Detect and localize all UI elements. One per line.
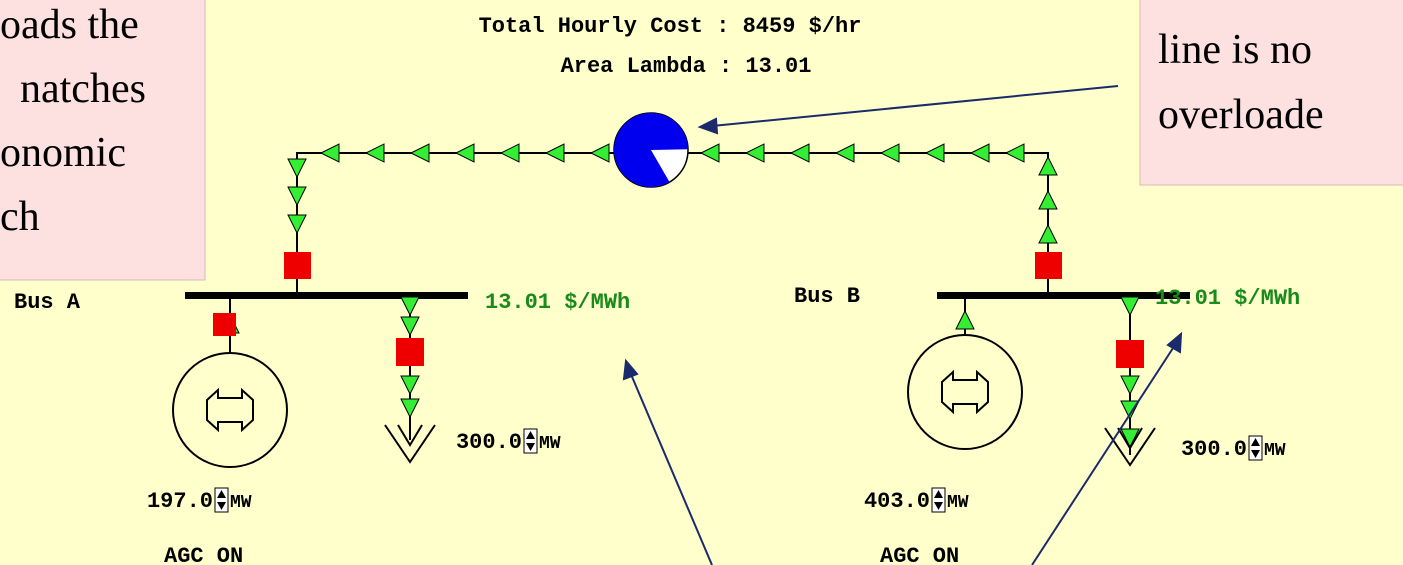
spin-up (217, 490, 226, 498)
callout-text: line is no (1158, 27, 1312, 73)
breaker (396, 338, 424, 366)
callout-text: oads the (0, 2, 139, 48)
flow-arrow (319, 143, 340, 163)
flow-arrow (287, 214, 307, 235)
flow-arrow (1120, 428, 1140, 449)
callout-text: onomic (0, 130, 126, 176)
bus-bar (937, 292, 1190, 299)
bus-label: Bus B (794, 284, 860, 309)
flow-arrow (400, 375, 420, 396)
annotation-arrow (711, 85, 1119, 127)
mw-unit: MW (1264, 441, 1286, 461)
mw-unit: MW (947, 493, 969, 513)
flow-arrow (400, 296, 420, 317)
spin-down (217, 502, 226, 510)
bus-price: 13.01 $/MWh (485, 290, 630, 315)
flow-arrow (879, 143, 900, 163)
flow-arrow (1038, 155, 1058, 176)
spin-up (934, 490, 943, 498)
breaker (284, 252, 311, 279)
flow-arrow (699, 143, 720, 163)
flow-arrow (744, 143, 765, 163)
arrowhead (697, 117, 719, 135)
breaker (1035, 252, 1062, 279)
flow-arrow (924, 143, 945, 163)
flow-arrow (789, 143, 810, 163)
mw-value: 300.0 (456, 430, 522, 455)
bus-label: Bus A (14, 290, 81, 315)
load-symbol (397, 424, 423, 447)
callout-text: natches (20, 66, 146, 112)
flow-arrow (1120, 375, 1140, 396)
spin-box (931, 487, 946, 513)
spin-box (214, 487, 229, 513)
spin-up (1251, 438, 1260, 446)
generators (172, 334, 1023, 468)
spin-box (1248, 435, 1263, 461)
flow-arrow (1038, 223, 1058, 244)
flow-arrow (499, 143, 520, 163)
arrowhead (1166, 331, 1183, 354)
mw-value: 300.0 (1181, 437, 1247, 462)
flow-arrow (364, 143, 385, 163)
bus-price: 13.01 $/MWh (1155, 286, 1300, 311)
spin-box (523, 428, 538, 454)
flow-arrow (400, 398, 420, 419)
load-symbol (384, 424, 436, 464)
mw-unit: MW (230, 493, 252, 513)
breaker (1116, 340, 1144, 368)
spin-down (1251, 450, 1260, 458)
mw-fields: 197.0 MW 403.0 MW 300.0 MW 300.0 MW (147, 428, 1286, 514)
generator-symbol (206, 387, 254, 433)
flow-arrow (1038, 189, 1058, 210)
flow-arrow (955, 309, 975, 330)
breakers (213, 252, 1144, 368)
flow-arrow (969, 143, 990, 163)
generator-symbol (941, 369, 989, 415)
flow-arrow (454, 143, 475, 163)
area-lambda: Area Lambda : 13.01 (561, 54, 812, 79)
agc-status: AGC ON (880, 544, 959, 565)
mw-unit: MW (539, 434, 561, 454)
callout-left-box (0, 0, 206, 281)
flow-arrow (409, 143, 430, 163)
breaker (213, 313, 236, 336)
flow-arrow (589, 143, 610, 163)
flow-arrow (1120, 296, 1140, 317)
spin-down (526, 443, 535, 451)
flow-arrow (834, 143, 855, 163)
annotation-arrow (629, 371, 713, 565)
bus-bar (185, 292, 468, 299)
flow-arrow (400, 316, 420, 337)
line-loading-pie (614, 113, 688, 187)
spin-up (526, 431, 535, 439)
flow-arrow (287, 158, 307, 179)
mw-value: 403.0 (864, 489, 930, 514)
flow-arrow (544, 143, 565, 163)
annotation-arrow (1031, 344, 1176, 565)
callout-text: overloade (1158, 92, 1324, 138)
callout-right-box (1139, 0, 1403, 186)
flow-arrow (1004, 143, 1025, 163)
flow-arrow (287, 186, 307, 207)
arrowhead (622, 358, 639, 381)
callout-text: ch (0, 194, 40, 240)
mw-value: 197.0 (147, 489, 213, 514)
total-cost: Total Hourly Cost : 8459 $/hr (479, 14, 862, 39)
annotation-arrows (622, 85, 1183, 565)
load-symbol (1117, 427, 1143, 450)
spin-down (934, 502, 943, 510)
agc-status: AGC ON (164, 544, 243, 565)
